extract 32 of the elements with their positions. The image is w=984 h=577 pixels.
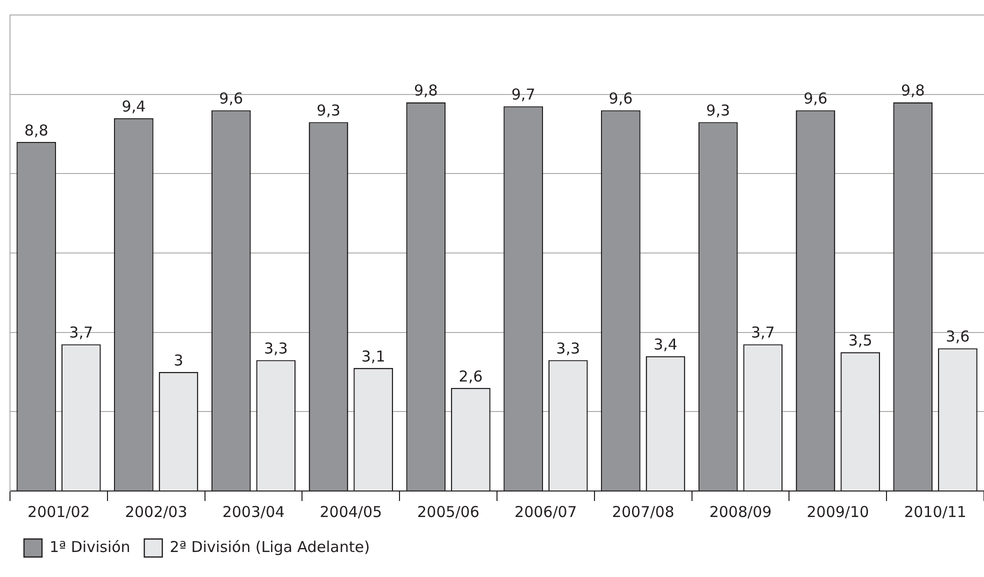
data-label: 3,4 [654, 336, 678, 354]
data-label: 3,7 [69, 324, 94, 342]
x-tick-label: 2005/06 [417, 502, 480, 521]
legend-label: 2ª División (Liga Adelante) [170, 538, 370, 556]
x-tick-label: 2004/05 [320, 502, 382, 521]
data-label: 9,8 [900, 82, 925, 100]
data-label: 9,6 [804, 90, 828, 108]
x-tick-label: 2002/03 [124, 502, 188, 521]
x-tick-label: 2010/11 [904, 502, 966, 521]
x-tick-label: 2008/09 [709, 502, 772, 521]
x-tick-label: 2007/08 [612, 502, 674, 521]
data-label: 9,3 [706, 101, 730, 120]
data-label: 2,6 [458, 367, 483, 386]
data-label: 3,3 [264, 339, 288, 358]
x-tick-label: 2003/04 [222, 502, 285, 521]
data-label: 3 [174, 351, 184, 370]
x-tick-label: 2001/02 [28, 502, 90, 521]
data-label: 3,5 [848, 332, 872, 350]
data-label: 9,3 [316, 101, 340, 120]
x-tick-label: 2009/10 [806, 502, 870, 521]
data-label: 9,6 [219, 90, 244, 108]
data-label: 3,6 [946, 328, 970, 346]
data-label: 9,7 [511, 86, 536, 104]
data-label: 3,3 [556, 339, 580, 358]
x-tick-label: 2006/07 [514, 502, 577, 521]
data-label: 9,8 [414, 82, 438, 100]
data-label: 3,7 [750, 324, 775, 342]
legend-label: 1ª División [50, 538, 130, 556]
data-label: 8,8 [24, 121, 48, 140]
data-label: 9,4 [122, 98, 146, 116]
data-label: 9,6 [608, 90, 633, 108]
data-label: 3,1 [361, 347, 386, 366]
